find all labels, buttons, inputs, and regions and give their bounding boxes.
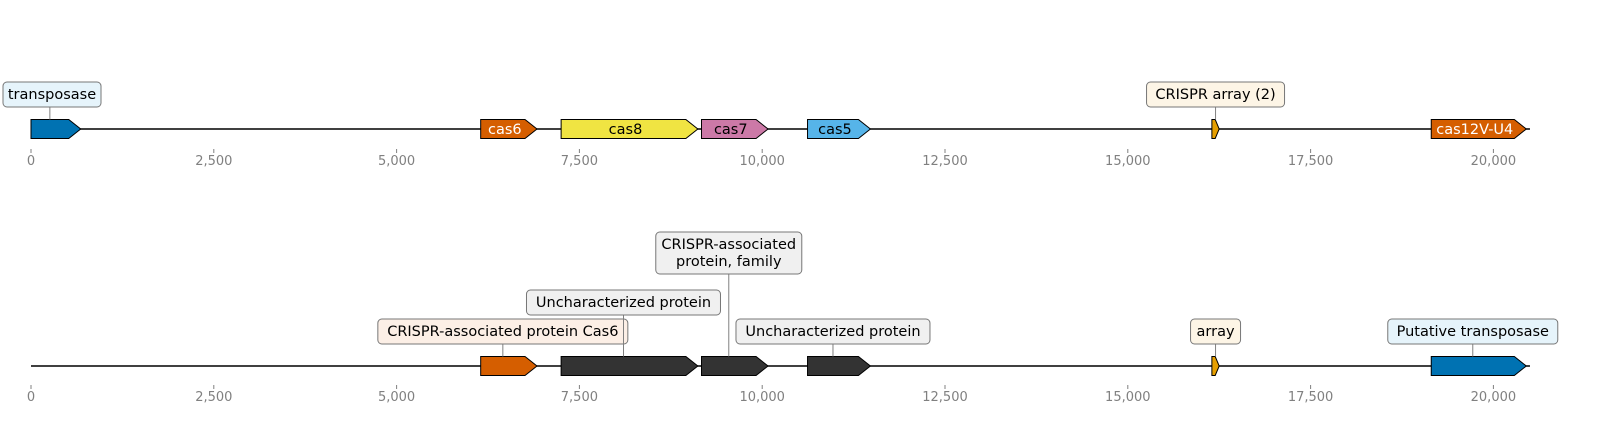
gene-arrow	[1430, 119, 1528, 139]
gene-label: cas12V-U4	[1436, 122, 1513, 138]
axis-tick-label: 0	[27, 390, 35, 405]
annotation-label: CRISPR-associated protein, family	[661, 237, 796, 270]
axis-tick-label: 12,500	[922, 154, 968, 169]
annotation-label: transposase	[8, 87, 96, 103]
axis-tick-label: 2,500	[195, 154, 232, 169]
gene-arrow	[807, 356, 872, 376]
gene-arrow	[807, 119, 872, 139]
axis-tick-label: 5,000	[378, 390, 415, 405]
gene-label: cas7	[714, 122, 748, 138]
annotation-box	[1146, 81, 1286, 108]
axis-tick-label: 5,000	[378, 154, 415, 169]
gene-arrow	[701, 356, 769, 376]
axis-tick-label: 2,500	[195, 390, 232, 405]
axis-tick-label: 20,000	[1471, 390, 1517, 405]
annotation-box	[655, 231, 803, 275]
gene-label: cas8	[609, 122, 643, 138]
axis-tick-label: 0	[27, 154, 35, 169]
gene-arrow	[480, 119, 538, 139]
gene-arrow	[30, 119, 82, 139]
gene-arrow	[1211, 356, 1220, 376]
annotation-label: array	[1197, 324, 1235, 340]
annotation-box	[1190, 318, 1242, 345]
annotation-label: CRISPR array (2)	[1155, 87, 1275, 103]
annotation-label: Uncharacterized protein	[745, 324, 920, 340]
axis-tick-label: 7,500	[561, 154, 598, 169]
gene-arrow	[560, 119, 699, 139]
gene-arrow	[1430, 356, 1528, 376]
gene-arrow	[1211, 119, 1220, 139]
axis-tick-label: 12,500	[922, 390, 968, 405]
axis-tick-label: 15,000	[1105, 390, 1151, 405]
axis-tick-label: 10,000	[739, 390, 785, 405]
annotation-label: CRISPR-associated protein Cas6	[387, 324, 618, 340]
axis-tick-label: 7,500	[561, 390, 598, 405]
annotation-label: Uncharacterized protein	[536, 295, 711, 311]
track-bottom: 0 2,500 5,000 7,500 10,000 12,500 15,000 17,500…	[27, 231, 1559, 405]
annotation-box	[2, 81, 102, 108]
annotation-box	[525, 289, 721, 316]
annotation-box	[735, 318, 931, 345]
gene-arrow	[560, 356, 699, 376]
axis-tick-label: 20,000	[1471, 154, 1517, 169]
track-top: 0 2,500 5,000 7,500 10,000 12,500 15,000 17,500…	[2, 81, 1530, 169]
gene-label: cas5	[818, 122, 852, 138]
axis-tick-label: 17,500	[1288, 154, 1334, 169]
gene-arrow	[701, 119, 769, 139]
gene-label: cas6	[488, 122, 522, 138]
axis-tick-label: 15,000	[1105, 154, 1151, 169]
axis-tick-label: 17,500	[1288, 390, 1334, 405]
annotation-label: Putative transposase	[1397, 324, 1549, 340]
gene-arrow	[480, 356, 538, 376]
axis-tick-label: 10,000	[739, 154, 785, 169]
annotation-box	[377, 318, 629, 345]
annotation-box	[1387, 318, 1559, 345]
